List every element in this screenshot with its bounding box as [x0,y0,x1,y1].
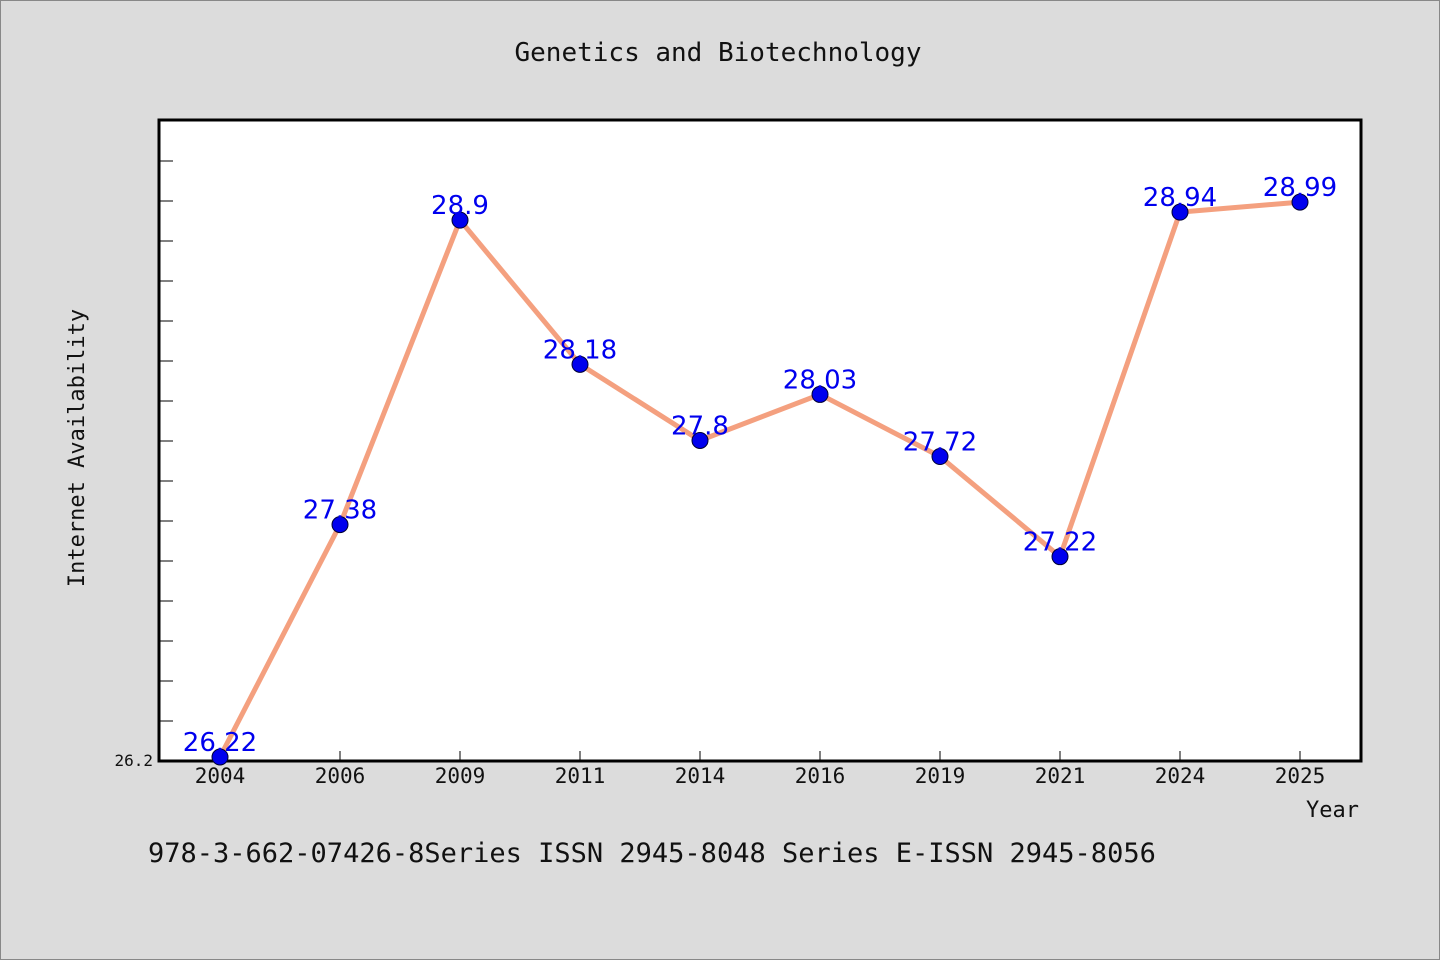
x-tick-labels: 2004 2006 2009 2011 2014 2016 2019 2021 2024 2025 [195,764,1326,788]
data-label: 28.9 [431,191,489,221]
x-tick-label: 2016 [795,764,846,788]
data-label: 28.99 [1263,173,1337,203]
data-label: 28.18 [543,335,617,365]
data-label: 27.8 [671,412,729,442]
series-line [217,199,1303,760]
data-label: 28.94 [1143,183,1217,213]
x-tick-label: 2006 [315,764,366,788]
data-labels: 26.22 27.38 28.9 28.18 27.8 28.03 27.72 27.22 28… [183,173,1337,758]
data-label: 27.38 [303,496,377,526]
footer-text: 978-3-662-07426-8Series ISSN 2945-8048 S… [148,838,1156,869]
data-point [571,355,589,373]
data-point [811,385,829,403]
x-tick-label: 2009 [435,764,486,788]
data-label: 27.72 [903,428,977,458]
series-markers [211,193,1309,766]
chart-title: Genetics and Biotechnology [515,38,922,68]
data-label: 27.22 [1023,528,1097,558]
x-tick-label: 2019 [915,764,966,788]
plot-area [157,118,1363,763]
x-tick-label: 2021 [1035,764,1086,788]
y-axis-ticks [159,120,173,722]
x-tick-label: 2011 [555,764,606,788]
data-point [1051,548,1069,566]
y-tick-label: 26.2 [114,751,153,770]
y-tick-labels: 26.2 [114,751,153,770]
x-tick-label: 2024 [1155,764,1206,788]
data-point [331,516,349,534]
x-tick-label: 2004 [195,764,246,788]
data-label: 26.22 [183,728,257,758]
x-tick-label: 2025 [1275,764,1326,788]
series-path [217,199,1303,760]
data-point [1171,203,1189,221]
data-point [931,448,949,466]
x-tick-label: 2014 [675,764,726,788]
data-label: 28.03 [783,365,857,395]
data-point [1291,193,1309,211]
x-axis-label: Year [1306,798,1359,823]
data-point [211,748,229,766]
data-point [451,211,469,229]
data-point [691,432,709,449]
y-axis-label: Internet Availability [65,309,90,587]
